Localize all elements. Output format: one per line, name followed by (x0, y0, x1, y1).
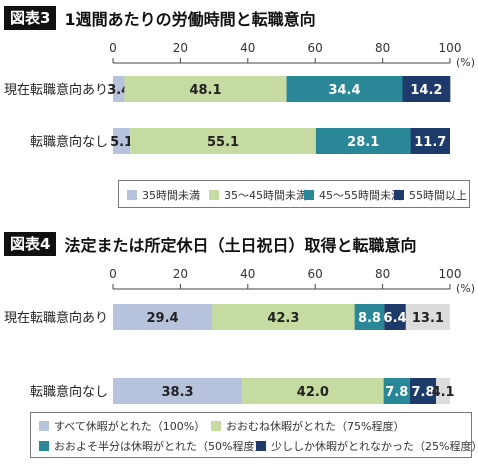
chart2-legend-label-1: すべて休暇がとれた（100%） (54, 420, 206, 433)
chart-panel-2: 図表4 法定または所定休日（土日祝日）取得と転職意向 0 20 40 60 80 100(… (0, 226, 478, 466)
chart1-data-label: 5.1 (110, 135, 133, 150)
chart2-legend-item-2: おおむね休暇がとれた（75%程度） (211, 418, 404, 434)
chart2-bar-segment (242, 378, 384, 404)
chart1-bar-segment (130, 128, 316, 154)
chart1-unit-label: (%) (456, 56, 475, 69)
chart2-legend-label-3: おおよそ半分は休暇がとれた（50%程度） (54, 440, 266, 453)
chart2-bar-segment (405, 304, 450, 330)
chart2-legend-label-4: 少ししか休暇がとれなかった（25%程度） (271, 440, 478, 453)
chart2-data-label: 7.8 (385, 385, 408, 400)
chart2-bar-segment (212, 304, 355, 330)
chart2-data-label: 42.0 (297, 385, 329, 400)
chart2-data-label: 42.3 (267, 311, 299, 326)
chart2-title: 法定または所定休日（土日祝日）取得と転職意向 (64, 236, 417, 255)
chart2-legend: すべて休暇がとれた（100%） おおむね休暇がとれた（75%程度） おおよそ半分… (30, 412, 478, 458)
chart1-data-label: 34.4 (328, 83, 360, 98)
chart1-tick-label: 0 (109, 41, 117, 55)
chart1-tick-label: 60 (308, 41, 323, 55)
chart1-bar-segment (113, 76, 125, 102)
chart2-bar-segment (354, 304, 385, 330)
chart1-legend-label-1: 35時間未満 (142, 189, 200, 202)
chart2-tick-label: 60 (308, 267, 323, 281)
chart1-data-label: 14.2 (410, 83, 442, 98)
chart1-legend-swatch-1 (127, 190, 137, 200)
chart1-title: 1週間あたりの労働時間と転職意向 (64, 10, 316, 29)
chart1-tick-label: 80 (375, 41, 390, 55)
chart1-header: 図表3 1週間あたりの労働時間と転職意向 (4, 6, 316, 30)
chart1-legend-item-3: 45～55時間未満 (304, 187, 402, 203)
chart2-bar-segment (384, 304, 406, 330)
chart1-legend-label-3: 45～55時間未満 (319, 189, 402, 202)
chart2-data-label: 38.3 (161, 385, 193, 400)
chart2-tick-label: 80 (375, 267, 390, 281)
chart-panel-1: 図表3 1週間あたりの労働時間と転職意向 0 20 40 60 80 100 (%) 現在転職… (0, 0, 478, 212)
chart2-plot: 0 20 40 60 80 100(%) 現在転職意向あり 29.4 42.3 8.8 6.4 13.… (4, 267, 475, 404)
chart1-legend-swatch-2 (209, 190, 219, 200)
chart1-data-label: 11.7 (414, 135, 446, 150)
chart1-data-label: 48.1 (189, 83, 221, 98)
chart2-data-label: 13.1 (412, 311, 444, 326)
chart1-legend-swatch-3 (304, 190, 314, 200)
chart2-category-label: 現在転職意向あり (4, 310, 108, 326)
chart2-data-label: 8.8 (358, 311, 381, 326)
chart2-tag: 図表4 (4, 232, 57, 256)
chart1-legend-item-1: 35時間未満 (127, 187, 200, 203)
chart1-tick-label: 40 (240, 41, 255, 55)
chart2-data-label: 6.4 (384, 311, 407, 326)
chart1-bar-segment (410, 128, 450, 154)
chart2-bar-segment (113, 304, 213, 330)
chart1-legend-label-4: 55時間以上 (409, 189, 467, 202)
chart2-tick-label: 40 (240, 267, 255, 281)
chart1-category-label: 現在転職意向あり (4, 82, 108, 98)
chart2-header: 図表4 法定または所定休日（土日祝日）取得と転職意向 (4, 232, 416, 256)
chart2-bar-segment (436, 378, 450, 404)
chart1-tick-label: 100 (439, 41, 462, 55)
chart1-bar-segment (286, 76, 403, 102)
chart1-bar-segment (124, 76, 287, 102)
chart2-tick-label: 20 (173, 267, 188, 281)
chart2-legend-swatch-1 (39, 421, 49, 431)
chart2-legend-swatch-2 (211, 421, 221, 431)
chart2-legend-swatch-3 (39, 441, 49, 451)
chart1-bar-segment (402, 76, 451, 102)
chart1-legend-item-2: 35～45時間未満 (209, 187, 307, 203)
chart1-plot: 0 20 40 60 80 100(%)現在転職意向あり 3.4 48.1 34.4 14.2転職… (4, 41, 475, 154)
chart2-data-label: 29.4 (146, 311, 178, 326)
chart1-legend-label-2: 35～45時間未満 (224, 189, 307, 202)
chart2-legend-item-1: すべて休暇がとれた（100%） (39, 418, 205, 434)
chart2-data-label: 4.1 (432, 385, 455, 400)
chart2-legend-item-3: おおよそ半分は休暇がとれた（50%程度） (39, 438, 265, 454)
chart2-tick-label: 100 (439, 267, 462, 281)
chart2-data-label: 7.8 (412, 385, 435, 400)
chart1-legend: 35時間未満 35～45時間未満 45～55時間未満 55時間以上 (118, 180, 470, 208)
chart2-legend-swatch-4 (256, 441, 266, 451)
chart2-legend-item-4: 少ししか休暇がとれなかった（25%程度） (256, 438, 478, 454)
chart2-bar-segment (113, 378, 243, 404)
chart1-tag: 図表3 (4, 6, 57, 30)
chart2-tick-label: 0 (109, 267, 117, 281)
chart1-data-label: 55.1 (207, 135, 239, 150)
chart2-unit-label: (%) (456, 282, 475, 295)
chart2-legend-label-2: おおむね休暇がとれた（75%程度） (226, 420, 405, 433)
chart1-data-label: 28.1 (347, 135, 379, 150)
chart1-tick-label: 20 (173, 41, 188, 55)
chart1-legend-swatch-4 (394, 190, 404, 200)
chart1-legend-item-4: 55時間以上 (394, 187, 467, 203)
chart2-bar-segment (409, 378, 437, 404)
chart1-bar-segment (315, 128, 411, 154)
chart1-bar-segment (113, 128, 131, 154)
chart1-category-label: 転職意向なし (30, 134, 108, 150)
chart2-category-label: 転職意向なし (30, 384, 108, 400)
chart2-bar-segment (383, 378, 410, 404)
